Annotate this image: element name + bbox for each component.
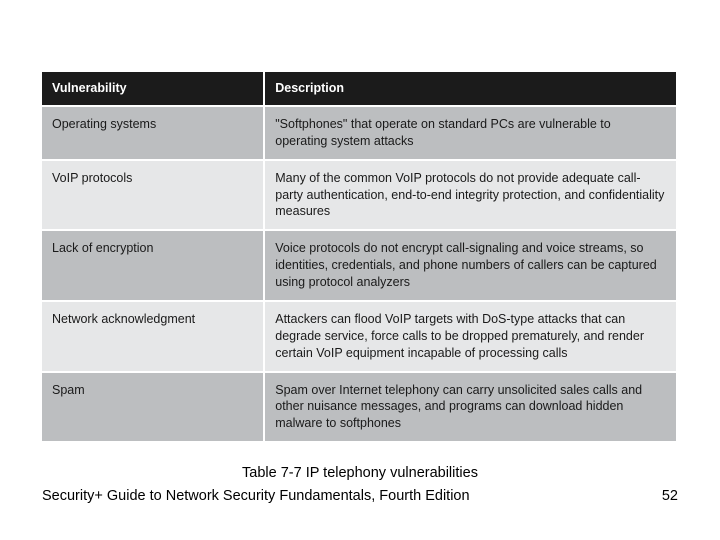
desc-cell: "Softphones" that operate on standard PC… — [264, 106, 677, 160]
col-header-description: Description — [264, 72, 677, 106]
slide-footer: Security+ Guide to Network Security Fund… — [42, 488, 678, 504]
footer-page-number: 52 — [662, 488, 678, 504]
table-row: Spam Spam over Internet telephony can ca… — [42, 372, 677, 443]
vuln-cell: Spam — [42, 372, 264, 443]
desc-cell: Voice protocols do not encrypt call-sign… — [264, 230, 677, 301]
table-header-row: Vulnerability Description — [42, 72, 677, 106]
table-caption: Table 7-7 IP telephony vulnerabilities — [42, 465, 678, 481]
table-row: Network acknowledgment Attackers can flo… — [42, 301, 677, 372]
vuln-cell: Lack of encryption — [42, 230, 264, 301]
desc-cell: Many of the common VoIP protocols do not… — [264, 160, 677, 231]
slide: Vulnerability Description Operating syst… — [0, 0, 720, 540]
table-row: Operating systems "Softphones" that oper… — [42, 106, 677, 160]
vuln-cell: Network acknowledgment — [42, 301, 264, 372]
vuln-cell: Operating systems — [42, 106, 264, 160]
table-row: Lack of encryption Voice protocols do no… — [42, 230, 677, 301]
col-header-vulnerability: Vulnerability — [42, 72, 264, 106]
footer-source-text: Security+ Guide to Network Security Fund… — [42, 488, 470, 504]
desc-cell: Spam over Internet telephony can carry u… — [264, 372, 677, 443]
table-row: VoIP protocols Many of the common VoIP p… — [42, 160, 677, 231]
vulnerability-table: Vulnerability Description Operating syst… — [42, 72, 678, 443]
desc-cell: Attackers can flood VoIP targets with Do… — [264, 301, 677, 372]
vuln-cell: VoIP protocols — [42, 160, 264, 231]
